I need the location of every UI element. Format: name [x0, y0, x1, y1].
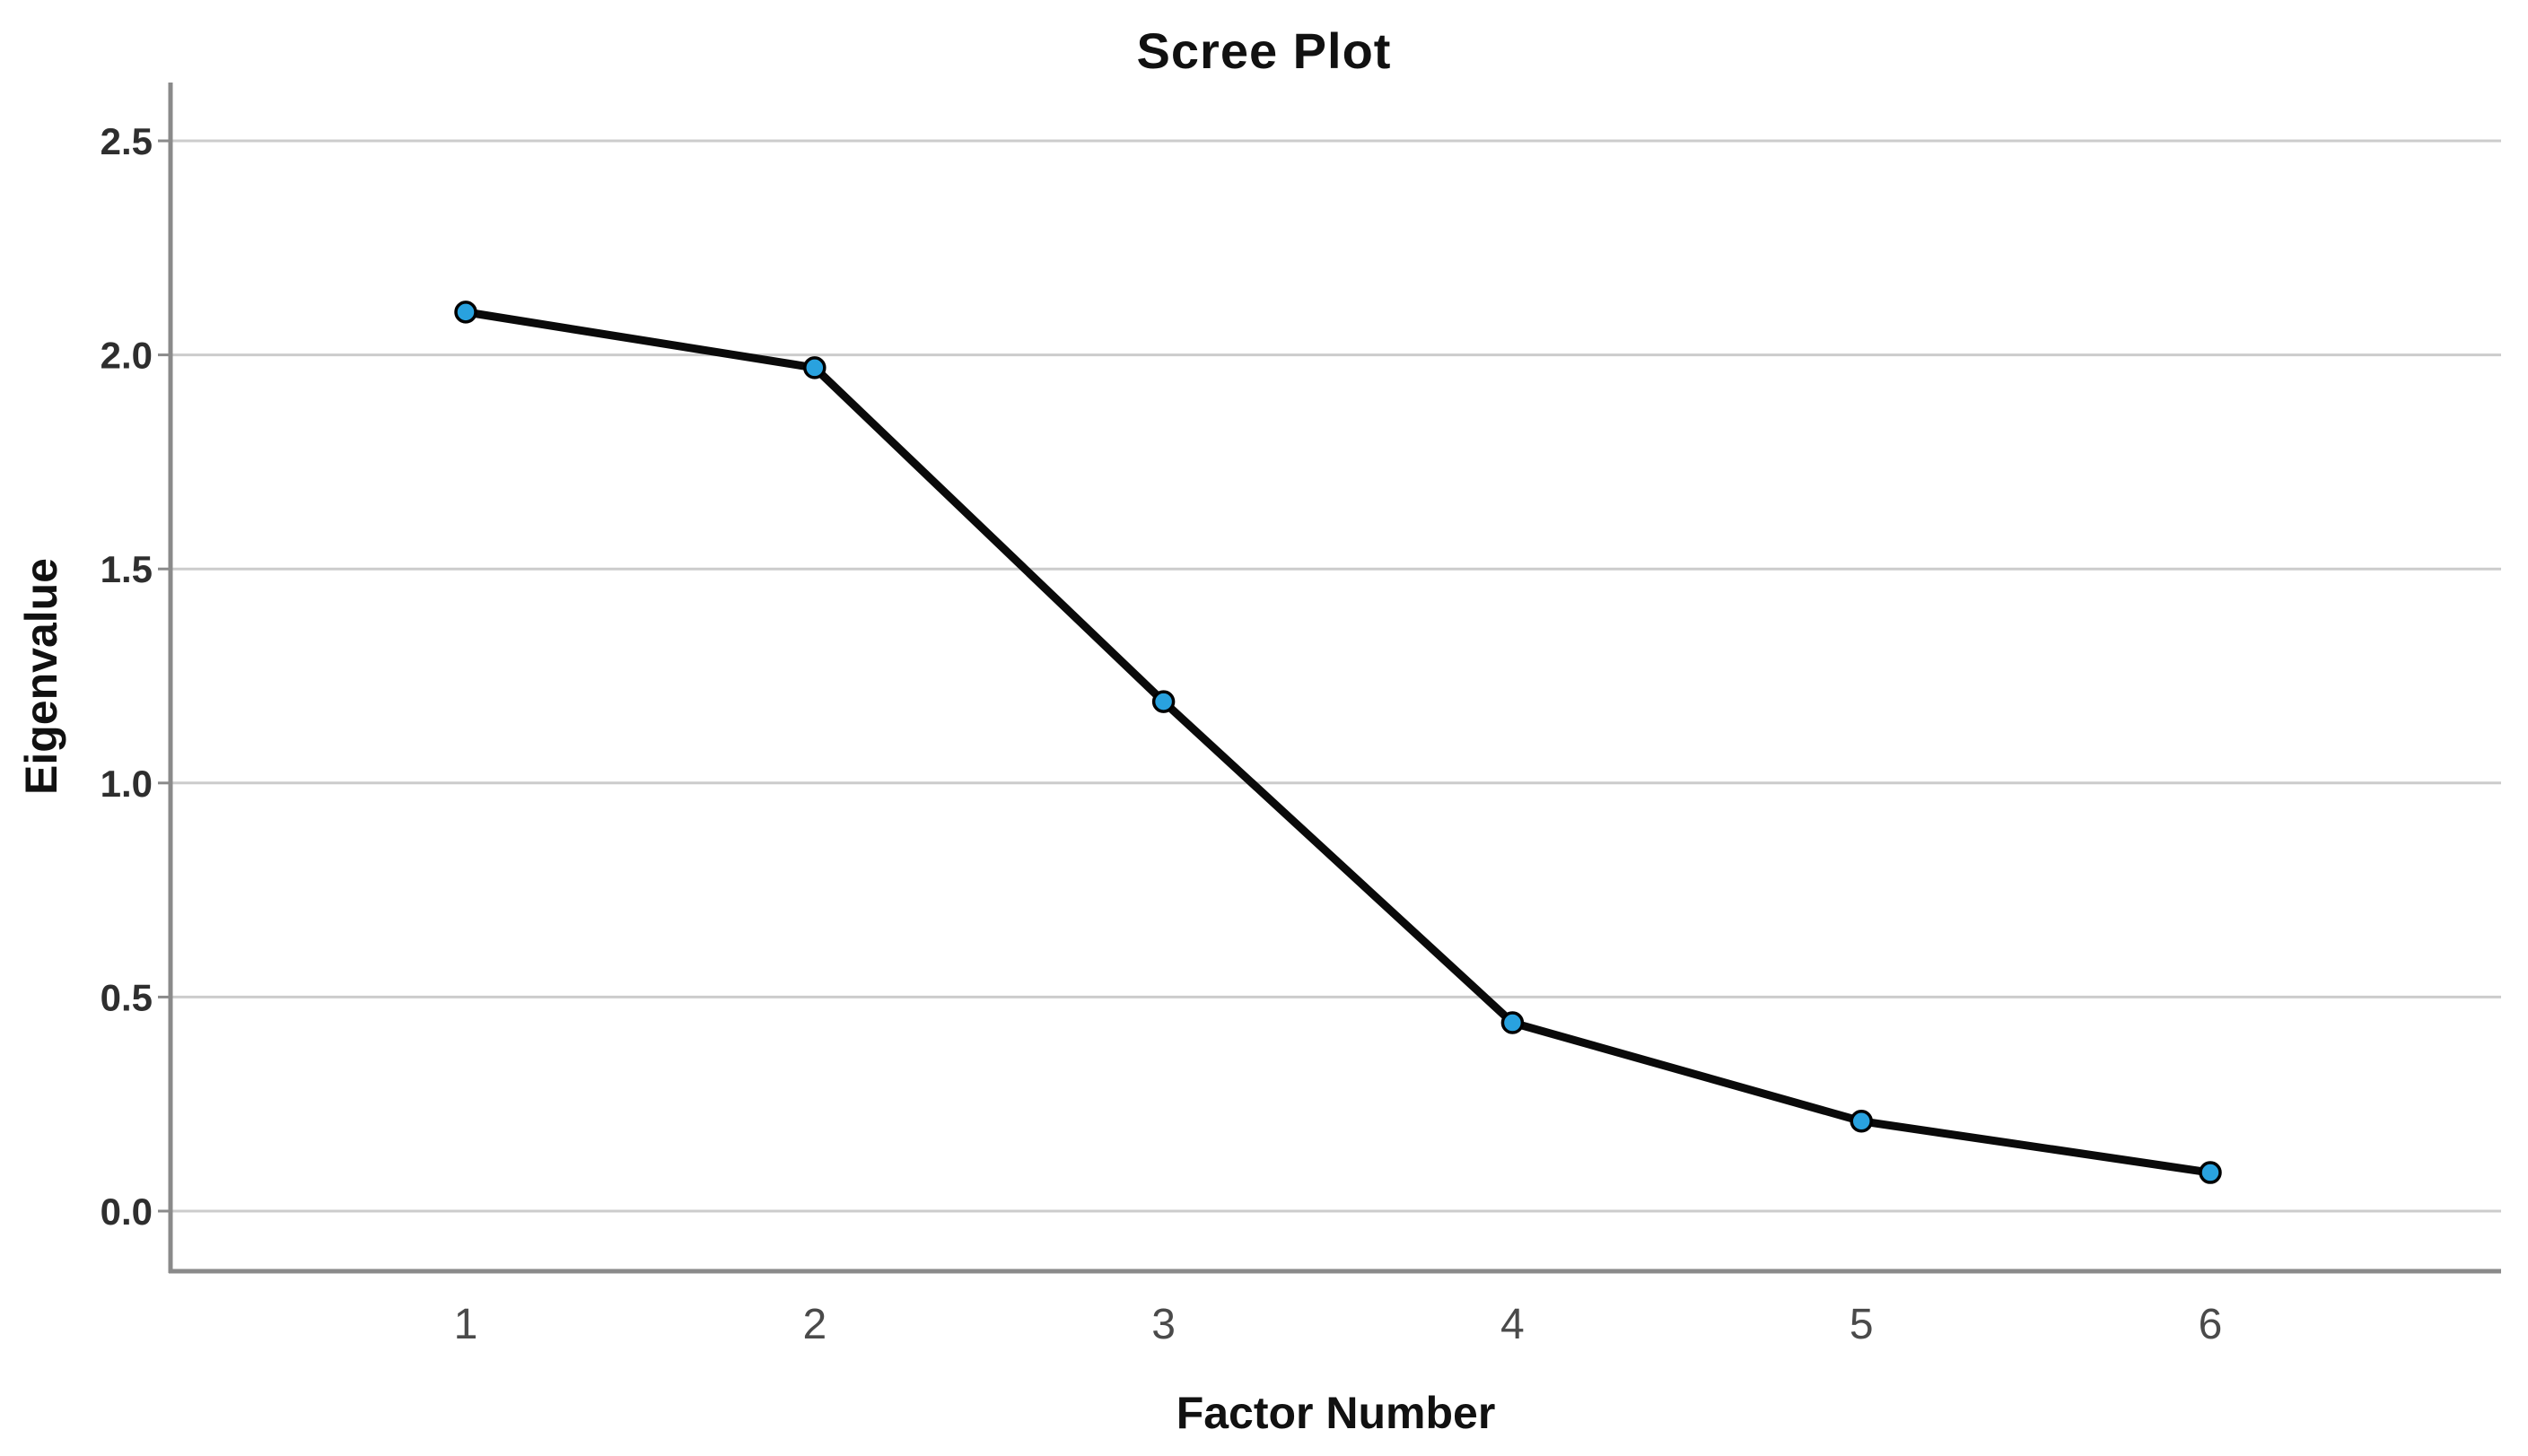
data-point-marker: [2199, 1161, 2222, 1184]
data-point-marker: [454, 301, 477, 324]
x-tick-label: 3: [1151, 1301, 1176, 1348]
x-tick-label: 4: [1500, 1301, 1525, 1348]
y-tick-label: 2.0: [101, 335, 153, 377]
x-tick-label: 5: [1850, 1301, 1874, 1348]
x-tick-label: 6: [2199, 1301, 2223, 1348]
x-tick-label: 2: [802, 1301, 827, 1348]
y-tick-label: 1.0: [101, 763, 153, 805]
y-tick-label: 2.5: [101, 120, 153, 162]
data-point-marker: [1850, 1110, 1873, 1133]
y-tick-label: 0.5: [101, 976, 153, 1018]
data-point-marker: [1151, 690, 1176, 713]
y-tick-label: 0.0: [101, 1190, 153, 1233]
eigenvalue-line: [461, 308, 2215, 1177]
x-axis-title: Factor Number: [1176, 1388, 1496, 1438]
x-tick-label: 1: [454, 1301, 478, 1348]
chart-title: Scree Plot: [1136, 22, 1392, 79]
y-tick-label: 1.5: [101, 548, 153, 590]
data-point-marker: [803, 356, 827, 379]
data-point-marker: [1500, 1011, 1525, 1034]
